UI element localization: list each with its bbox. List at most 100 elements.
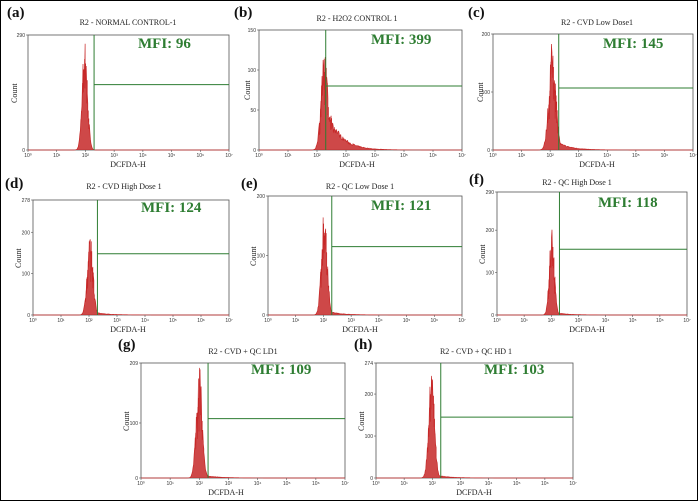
- x-tick-label: 10⁶: [429, 153, 437, 159]
- x-tick-label: 10³: [342, 153, 350, 159]
- x-tick-label: 10¹: [401, 481, 409, 487]
- x-axis-label: DCFDA-H: [342, 325, 378, 334]
- y-tick-label: 0: [22, 148, 25, 154]
- x-tick-label: 10²: [196, 481, 204, 487]
- panel-title: R2 - CVD High Dose 1: [86, 182, 162, 191]
- x-tick-label: 10⁷: [569, 481, 577, 487]
- y-tick-label: 200: [22, 230, 31, 236]
- histogram-trace: [33, 239, 229, 316]
- panel-label: (g): [118, 337, 136, 353]
- y-tick-label: 100: [130, 421, 139, 427]
- mfi-value: MFI: 124: [141, 200, 202, 216]
- panel-c: 10⁰ 10¹ 10² 10³ 10⁴ 10⁵ 10⁶ 10⁷ 0 100 200: [482, 32, 697, 159]
- y-tick-label: 100: [248, 68, 257, 74]
- x-tick-label: 10⁶: [312, 481, 320, 487]
- panel-title: R2 - CVD Low Dose1: [561, 18, 633, 27]
- panel-label: (h): [354, 337, 373, 353]
- x-tick-label: 10²: [320, 318, 328, 324]
- x-tick-label: 10⁷: [458, 153, 466, 159]
- panel-g: 10⁰ 10¹ 10² 10³ 10⁴ 10⁵ 10⁶ 10⁷ 0 100 209: [130, 361, 349, 487]
- y-tick-label: 200: [482, 32, 491, 38]
- x-axis-label: DCFDA-H: [110, 160, 146, 169]
- histogram-trace: [268, 217, 462, 316]
- x-tick-label: 10²: [547, 153, 555, 159]
- y-tick-label: 50: [250, 108, 256, 114]
- x-tick-label: 10⁴: [603, 153, 611, 159]
- x-tick-label: 10⁰: [489, 153, 497, 159]
- y-tick-label: 0: [487, 148, 490, 154]
- y-tick-label: 274: [365, 361, 374, 367]
- x-tick-label: 10⁴: [141, 318, 149, 324]
- panel-label: (a): [7, 5, 25, 21]
- x-tick-label: 10⁴: [139, 153, 147, 159]
- x-tick-label: 10⁷: [683, 318, 691, 324]
- y-tick-label: 100: [22, 272, 31, 278]
- x-tick-label: 10⁵: [513, 481, 521, 487]
- x-axis-label: DCFDA-H: [456, 488, 492, 497]
- y-tick-label: 290: [17, 33, 26, 39]
- plot-frame: [258, 29, 463, 151]
- y-tick-label: 100: [482, 90, 491, 96]
- x-tick-label: 10³: [457, 481, 465, 487]
- y-tick-label: 0: [253, 148, 256, 154]
- y-axis-label: Count: [243, 80, 252, 100]
- y-tick-label: 278: [22, 198, 31, 204]
- mfi-value: MFI: 118: [598, 195, 658, 211]
- panel-b: 10⁰ 10¹ 10² 10³ 10⁴ 10⁵ 10⁶ 10⁷ 0 50 100 150: [248, 28, 466, 159]
- x-tick-label: 10⁵: [400, 153, 408, 159]
- x-tick-label: 10²: [85, 318, 93, 324]
- mfi-value: MFI: 121: [371, 198, 432, 214]
- y-tick-label: 100: [257, 254, 266, 260]
- panel-f: 10⁰ 10¹ 10² 10³ 10⁴ 10⁵ 10⁶ 10⁷ 0 100 200 290: [486, 190, 691, 324]
- x-tick-label: 10⁶: [656, 318, 664, 324]
- mfi-value: MFI: 399: [371, 32, 432, 48]
- x-tick-label: 10¹: [518, 153, 526, 159]
- x-tick-label: 10¹: [57, 318, 65, 324]
- panel-title: R2 - QC High Dose 1: [542, 178, 612, 187]
- x-tick-label: 10⁴: [254, 481, 262, 487]
- x-tick-label: 10⁰: [29, 318, 37, 324]
- x-tick-label: 10⁵: [169, 318, 177, 324]
- y-tick-label: 0: [135, 476, 138, 482]
- x-tick-label: 10¹: [167, 481, 175, 487]
- x-tick-label: 10³: [111, 153, 119, 159]
- x-tick-label: 10³: [575, 318, 583, 324]
- x-tick-label: 10⁰: [264, 318, 272, 324]
- x-axis-label: DCFDA-H: [208, 488, 244, 497]
- y-axis-label: Count: [357, 410, 366, 431]
- y-tick-label: 100: [365, 434, 374, 440]
- panel-title: R2 - QC Low Dose 1: [325, 182, 395, 191]
- x-axis-label: DCFDA-H: [569, 325, 605, 334]
- panel-title: R2 - H2O2 CONTROL 1: [316, 14, 398, 23]
- y-tick-label: 0: [491, 313, 494, 319]
- x-tick-label: 10¹: [284, 153, 292, 159]
- x-tick-label: 10⁶: [196, 153, 204, 159]
- x-tick-label: 10⁰: [137, 481, 145, 487]
- x-tick-label: 10⁴: [371, 153, 379, 159]
- x-axis-label: DCFDA-H: [339, 160, 375, 169]
- x-tick-label: 10³: [575, 153, 583, 159]
- x-tick-label: 10³: [225, 481, 233, 487]
- x-tick-label: 10¹: [292, 318, 300, 324]
- mfi-value: MFI: 103: [484, 362, 545, 378]
- panel-label: (c): [468, 5, 485, 21]
- x-tick-label: 10⁶: [430, 318, 438, 324]
- mfi-value: MFI: 96: [138, 36, 191, 52]
- x-tick-label: 10⁷: [689, 153, 697, 159]
- x-tick-label: 10²: [82, 153, 90, 159]
- x-tick-label: 10⁵: [283, 481, 291, 487]
- histogram-trace: [28, 43, 229, 151]
- y-tick-label: 0: [262, 313, 265, 319]
- y-tick-label: 290: [486, 190, 495, 196]
- panel-label: (e): [241, 176, 258, 192]
- histogram-trace: [376, 375, 573, 479]
- panel-d: 10⁰ 10¹ 10² 10³ 10⁴ 10⁵ 10⁶ 10⁷ 0 100 200 278: [22, 198, 233, 324]
- y-tick-label: 0: [27, 313, 30, 319]
- y-tick-label: 100: [486, 271, 495, 277]
- y-tick-label: 200: [365, 392, 374, 398]
- x-tick-label: 10⁷: [458, 318, 466, 324]
- x-tick-label: 10³: [348, 318, 356, 324]
- x-tick-label: 10⁴: [602, 318, 610, 324]
- histogram-trace: [259, 56, 462, 151]
